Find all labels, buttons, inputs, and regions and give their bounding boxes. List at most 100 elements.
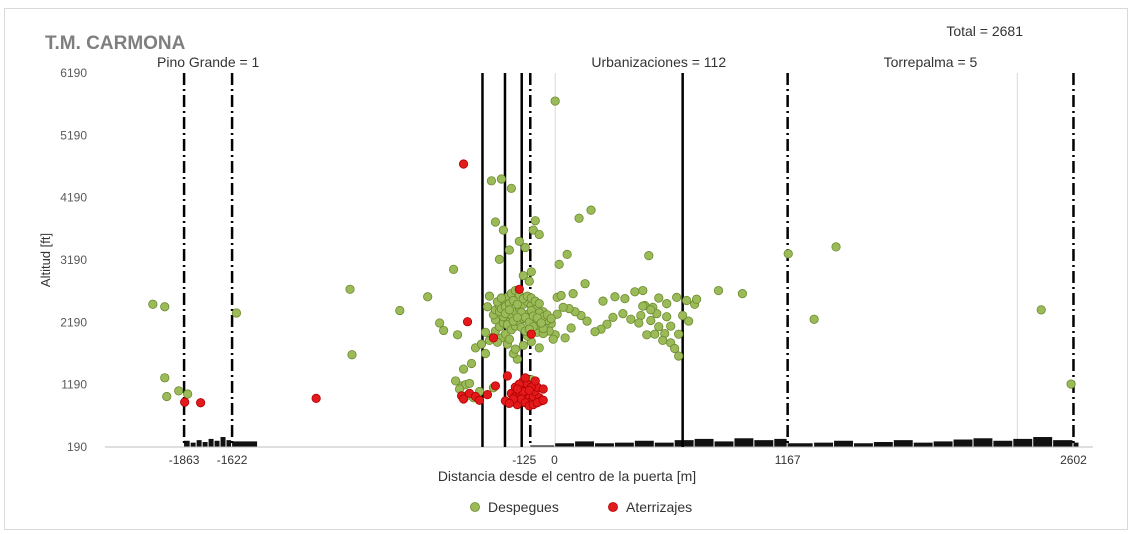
- point-despegues: [554, 259, 564, 269]
- total-label: Total = 2681: [946, 23, 1023, 39]
- point-despegues: [496, 293, 506, 303]
- point-despegues: [574, 213, 584, 223]
- terrain-bar: [933, 441, 953, 447]
- terrain-bar: [893, 440, 913, 447]
- point-despegues: [831, 242, 841, 252]
- point-despegues: [530, 216, 540, 226]
- point-despegues: [662, 312, 672, 322]
- terrain-bar: [634, 440, 654, 447]
- point-despegues: [634, 318, 644, 328]
- point-despegues: [662, 299, 672, 309]
- region-label: Urbanizaciones = 112: [591, 54, 726, 70]
- terrain-bar: [530, 445, 555, 447]
- point-despegues: [602, 319, 612, 329]
- x-tick-label: 2602: [1060, 453, 1087, 467]
- point-despegues: [435, 318, 445, 328]
- point-despegues: [610, 292, 620, 302]
- terrain-bar: [734, 438, 754, 447]
- terrain-bar: [953, 439, 973, 447]
- point-despegues: [692, 294, 702, 304]
- terrain-bar: [220, 437, 226, 447]
- point-aterrizajes: [490, 381, 501, 391]
- legend-marker-despegues: [470, 502, 480, 512]
- terrain-bar: [1013, 438, 1033, 447]
- point-despegues: [514, 236, 524, 246]
- terrain-bar: [226, 440, 232, 447]
- point-despegues: [231, 308, 242, 318]
- point-despegues: [518, 340, 528, 350]
- point-despegues: [809, 314, 819, 324]
- terrain-bar: [754, 440, 774, 447]
- point-aterrizajes: [196, 398, 206, 408]
- point-aterrizajes: [526, 329, 536, 339]
- terrain-bar: [1033, 437, 1053, 447]
- terrain-bar: [973, 438, 993, 447]
- terrain-bar: [196, 440, 202, 447]
- point-despegues: [534, 229, 544, 240]
- point-despegues: [678, 310, 688, 321]
- terrain-bar: [714, 441, 734, 447]
- point-despegues: [504, 305, 514, 315]
- terrain-bar: [993, 440, 1013, 447]
- terrain-bar: [614, 442, 634, 447]
- point-despegues: [580, 279, 590, 289]
- point-despegues: [506, 183, 516, 193]
- point-despegues: [590, 327, 600, 337]
- point-despegues: [672, 292, 682, 302]
- point-aterrizajes: [474, 395, 485, 405]
- point-despegues: [642, 330, 652, 340]
- point-despegues: [713, 285, 724, 296]
- point-aterrizajes: [458, 394, 469, 404]
- point-despegues: [518, 270, 528, 281]
- point-aterrizajes: [538, 384, 548, 394]
- terrain-bar: [787, 443, 813, 447]
- point-despegues: [646, 305, 656, 315]
- y-tick-label: 2190: [60, 315, 87, 329]
- point-despegues: [160, 302, 170, 312]
- point-despegues: [347, 350, 357, 360]
- point-aterrizajes: [311, 393, 321, 403]
- x-tick-label: -1863: [169, 453, 200, 467]
- point-despegues: [423, 292, 433, 302]
- point-despegues: [534, 299, 544, 309]
- point-despegues: [490, 217, 501, 227]
- legend-label-despegues: Despegues: [488, 499, 559, 515]
- point-despegues: [480, 327, 491, 337]
- point-despegues: [636, 310, 646, 321]
- y-tick-label: 4190: [60, 191, 87, 205]
- terrain-bar: [913, 442, 933, 447]
- point-despegues: [670, 343, 680, 354]
- point-despegues: [504, 245, 514, 255]
- point-despegues: [494, 254, 505, 264]
- point-aterrizajes: [502, 371, 512, 381]
- point-despegues: [496, 174, 506, 184]
- point-despegues: [654, 293, 664, 303]
- point-aterrizajes: [504, 398, 514, 408]
- point-despegues: [650, 329, 660, 339]
- point-despegues: [626, 314, 636, 324]
- terrain-bar: [1053, 440, 1073, 447]
- terrain-bar: [873, 442, 893, 447]
- point-aterrizajes: [520, 373, 530, 383]
- point-despegues: [674, 329, 684, 339]
- terrain-bar: [774, 438, 787, 447]
- region-label: Torrepalma = 5: [884, 54, 978, 70]
- point-despegues: [550, 96, 560, 106]
- legend: Despegues Aterrizajes: [470, 499, 692, 515]
- legend-marker-aterrizajes: [608, 502, 618, 512]
- point-despegues: [480, 348, 491, 359]
- point-despegues: [566, 323, 576, 333]
- region-label: Pino Grande = 1: [157, 54, 260, 70]
- y-tick-label: 5190: [60, 128, 87, 142]
- point-despegues: [464, 378, 475, 389]
- point-despegues: [536, 318, 546, 328]
- point-despegues: [582, 316, 592, 326]
- point-despegues: [598, 296, 608, 306]
- point-despegues: [162, 391, 172, 402]
- point-despegues: [1066, 379, 1076, 389]
- x-tick-label: -1622: [217, 453, 248, 467]
- point-despegues: [174, 386, 184, 396]
- y-tick-label: 190: [67, 440, 87, 454]
- terrain-bar: [853, 443, 873, 447]
- point-despegues: [524, 276, 534, 286]
